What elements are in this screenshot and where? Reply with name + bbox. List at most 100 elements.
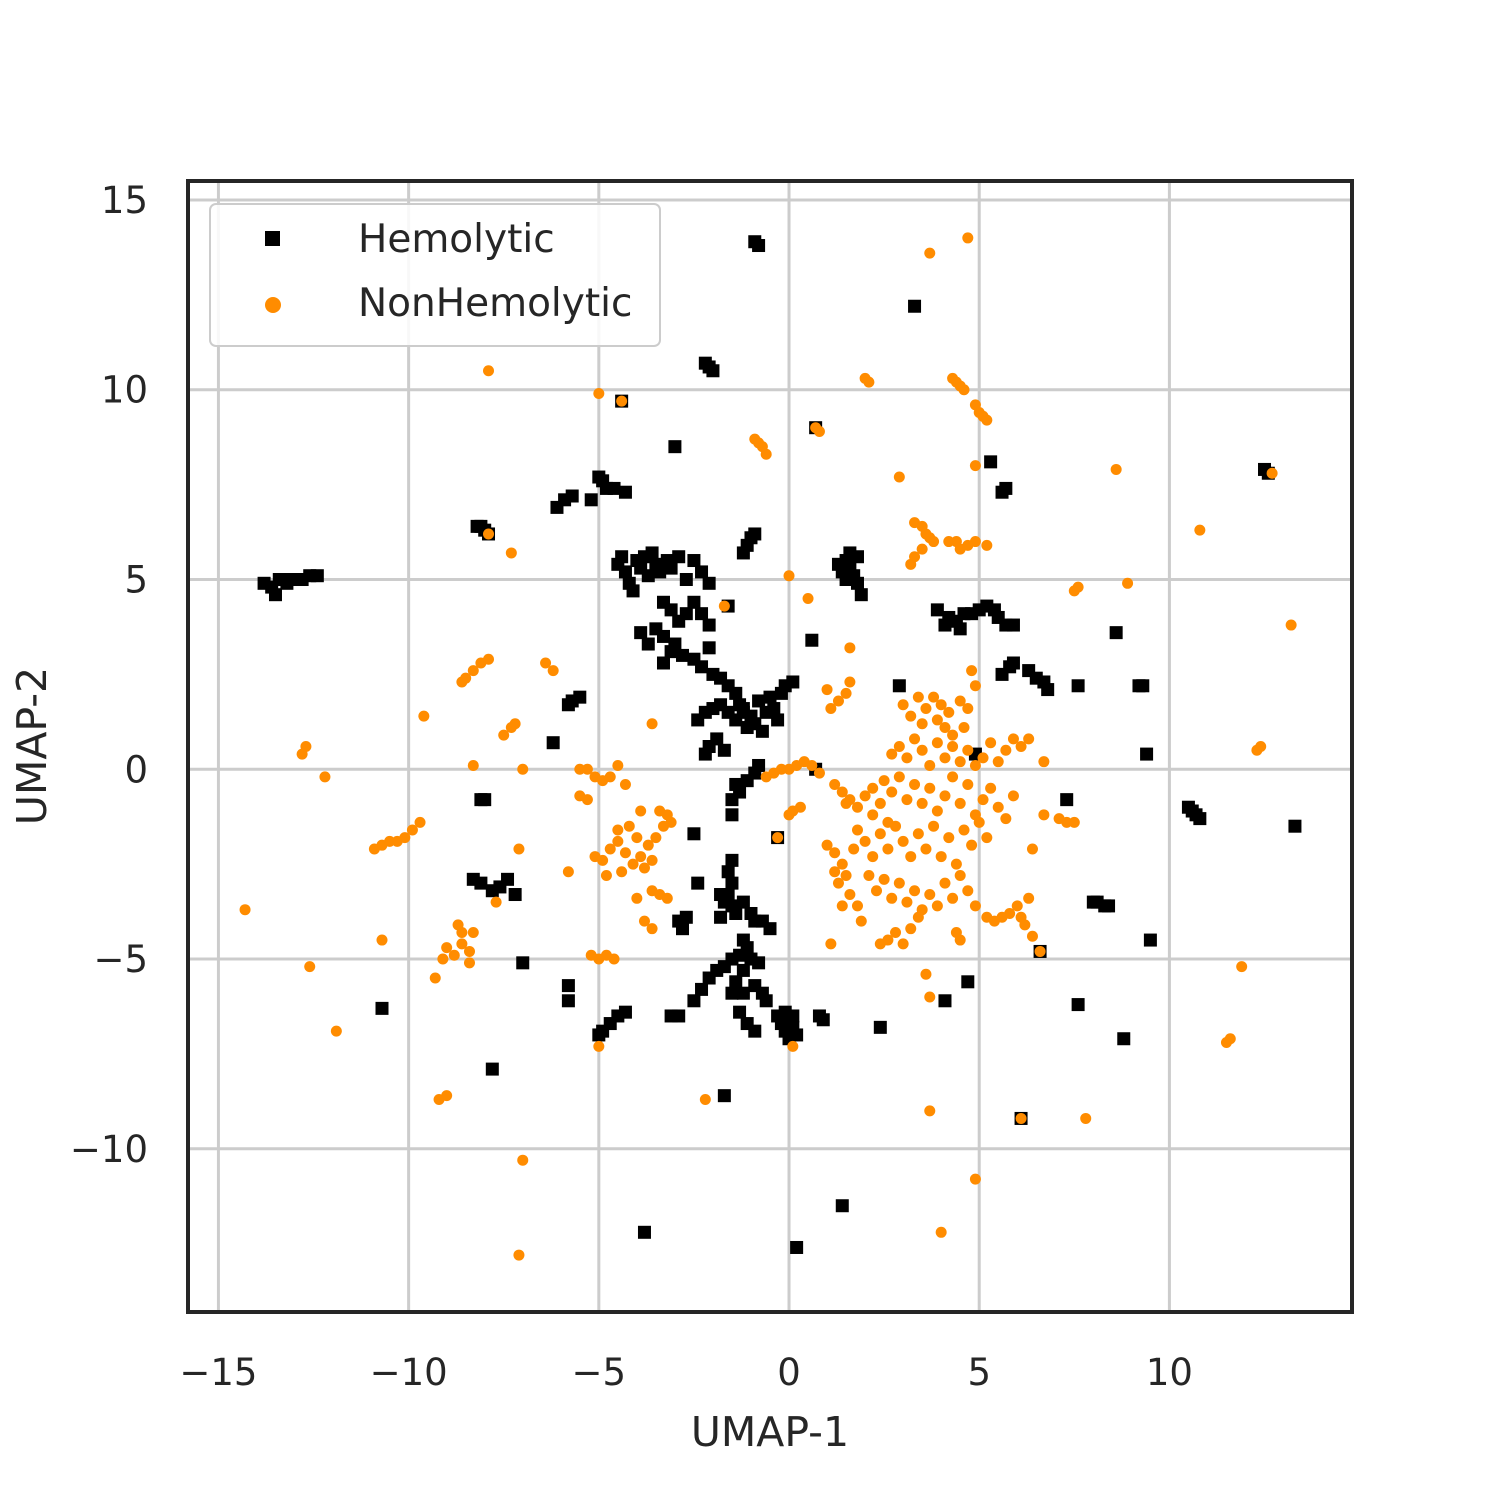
x-tick-label: 10 — [1146, 1351, 1193, 1394]
data-point-hemolytic — [664, 603, 678, 617]
data-point-nonhemolytic — [414, 816, 426, 828]
data-point-nonhemolytic — [950, 858, 962, 870]
data-point-nonhemolytic — [947, 892, 959, 904]
data-point-nonhemolytic — [851, 900, 863, 912]
data-point-nonhemolytic — [623, 820, 635, 832]
data-point-nonhemolytic — [498, 729, 510, 741]
legend: Hemolytic NonHemolytic — [209, 203, 661, 347]
data-point-nonhemolytic — [916, 718, 928, 730]
data-point-nonhemolytic — [954, 756, 966, 768]
data-point-nonhemolytic — [600, 870, 612, 882]
data-point-nonhemolytic — [920, 703, 932, 715]
data-point-nonhemolytic — [646, 923, 658, 935]
data-point-hemolytic — [641, 637, 655, 651]
data-point-nonhemolytic — [635, 805, 647, 817]
data-point-hemolytic — [729, 713, 743, 727]
legend-marker-nonhemolytic — [265, 297, 281, 313]
data-point-nonhemolytic — [631, 892, 643, 904]
data-point-nonhemolytic — [969, 1173, 981, 1185]
data-point-hemolytic — [706, 364, 720, 378]
data-point-nonhemolytic — [825, 938, 837, 950]
data-point-nonhemolytic — [943, 536, 955, 548]
x-tick-label: −10 — [370, 1351, 448, 1394]
data-point-nonhemolytic — [928, 536, 940, 548]
data-point-hemolytic — [763, 922, 777, 936]
data-point-nonhemolytic — [863, 376, 875, 388]
data-point-nonhemolytic — [319, 771, 331, 783]
data-point-nonhemolytic — [844, 642, 856, 654]
data-point-nonhemolytic — [912, 691, 924, 703]
data-point-hemolytic — [1071, 998, 1085, 1012]
data-point-nonhemolytic — [787, 1040, 799, 1052]
data-point-nonhemolytic — [844, 889, 856, 901]
data-point-nonhemolytic — [581, 763, 593, 775]
data-point-nonhemolytic — [905, 851, 917, 863]
data-point-hemolytic — [850, 550, 864, 564]
data-point-nonhemolytic — [540, 657, 552, 669]
data-point-nonhemolytic — [905, 710, 917, 722]
data-point-hemolytic — [999, 481, 1013, 495]
data-point-nonhemolytic — [893, 741, 905, 752]
data-point-nonhemolytic — [460, 672, 472, 684]
data-point-nonhemolytic — [300, 741, 312, 752]
data-point-nonhemolytic — [616, 395, 628, 407]
data-point-hemolytic — [615, 550, 629, 564]
data-point-nonhemolytic — [924, 889, 936, 901]
y-tick-label: 15 — [101, 179, 148, 222]
data-point-nonhemolytic — [878, 775, 890, 787]
data-point-nonhemolytic — [931, 900, 943, 912]
x-tick-label: 0 — [777, 1351, 801, 1394]
data-point-nonhemolytic — [909, 778, 921, 790]
data-point-nonhemolytic — [1072, 581, 1084, 593]
data-point-nonhemolytic — [909, 733, 921, 745]
data-point-nonhemolytic — [962, 232, 974, 244]
data-point-hemolytic — [676, 648, 690, 662]
data-point-nonhemolytic — [1038, 809, 1050, 821]
data-point-nonhemolytic — [593, 388, 605, 400]
data-point-nonhemolytic — [661, 809, 673, 821]
data-point-nonhemolytic — [977, 794, 989, 806]
data-point-nonhemolytic — [1194, 524, 1206, 536]
data-point-hemolytic — [725, 853, 739, 867]
data-point-nonhemolytic — [893, 771, 905, 783]
data-point-nonhemolytic — [981, 414, 993, 426]
data-point-nonhemolytic — [931, 805, 943, 817]
data-point-hemolytic — [736, 986, 750, 1000]
data-point-nonhemolytic — [1038, 756, 1050, 768]
data-point-nonhemolytic — [467, 759, 479, 771]
data-point-hemolytic — [573, 690, 587, 704]
data-point-nonhemolytic — [1015, 741, 1027, 752]
data-point-nonhemolytic — [1023, 733, 1035, 745]
data-point-nonhemolytic — [890, 926, 902, 938]
data-point-hemolytic — [767, 702, 781, 716]
data-point-hemolytic — [729, 975, 743, 989]
data-point-nonhemolytic — [384, 835, 396, 847]
data-point-hemolytic — [714, 910, 728, 924]
data-point-hemolytic — [618, 485, 632, 499]
data-point-nonhemolytic — [604, 771, 616, 783]
data-point-nonhemolytic — [467, 665, 479, 677]
data-point-hemolytic — [687, 554, 701, 568]
data-point-hemolytic — [478, 793, 492, 807]
data-point-hemolytic — [816, 1013, 830, 1027]
data-point-hemolytic — [268, 588, 282, 602]
data-point-nonhemolytic — [829, 778, 841, 790]
data-point-nonhemolytic — [1007, 733, 1019, 745]
data-point-nonhemolytic — [760, 448, 772, 460]
data-point-nonhemolytic — [456, 938, 468, 950]
data-point-nonhemolytic — [916, 744, 928, 756]
data-point-hemolytic — [752, 694, 766, 708]
x-axis-label: UMAP-1 — [691, 1408, 849, 1456]
y-tick-label: 5 — [124, 559, 148, 602]
data-point-nonhemolytic — [939, 752, 951, 764]
data-point-nonhemolytic — [947, 729, 959, 741]
data-point-nonhemolytic — [304, 961, 316, 973]
data-point-hemolytic — [748, 1024, 762, 1038]
data-point-nonhemolytic — [905, 923, 917, 935]
data-point-hemolytic — [656, 629, 670, 643]
data-point-nonhemolytic — [483, 653, 495, 665]
data-point-nonhemolytic — [1285, 619, 1297, 631]
data-point-nonhemolytic — [642, 839, 654, 851]
data-point-nonhemolytic — [1061, 816, 1073, 828]
data-point-nonhemolytic — [513, 1249, 525, 1261]
